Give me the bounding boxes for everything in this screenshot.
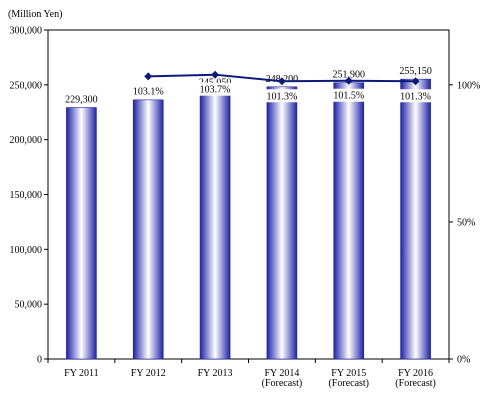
x-tick-label: FY 2011 — [64, 368, 99, 379]
ratio-value-label: 101.3% — [266, 91, 297, 102]
y-tick-label: 300,000 — [10, 26, 43, 37]
ratio-value-label: 103.1% — [133, 86, 164, 97]
bar — [333, 82, 365, 360]
y-tick-label: 50,000 — [15, 300, 43, 311]
y-tick-label: 200,000 — [10, 135, 43, 146]
ratio-marker — [277, 77, 286, 86]
ratio-value-label: 101.5% — [333, 91, 364, 102]
x-tick-label: FY 2013 — [198, 368, 233, 379]
ratio-label-bg — [260, 89, 303, 103]
y-axis-title: (Million Yen) — [8, 9, 62, 20]
ratio-marker — [411, 77, 420, 86]
ratio-label-bg — [327, 88, 370, 102]
ratio-label-bg — [194, 82, 237, 96]
bar-value-label: 229,300 — [65, 95, 98, 106]
x-tick-label: FY 2014 — [264, 368, 299, 379]
x-tick-label: (Forecast) — [395, 378, 436, 389]
x-tick-label: (Forecast) — [328, 378, 369, 389]
ratio-marker — [211, 70, 220, 79]
y-tick-label: 250,000 — [10, 80, 43, 91]
x-tick-label: (Forecast) — [262, 378, 303, 389]
y-tick-label: 150,000 — [10, 190, 43, 201]
bar — [400, 78, 431, 360]
ratio-label-bg — [127, 84, 170, 98]
y2-tick-label: 100% — [457, 80, 480, 91]
ratio-label-bg — [394, 89, 437, 103]
bar — [66, 107, 97, 360]
bar — [199, 89, 231, 360]
ratio-marker — [344, 76, 353, 85]
y2-tick-label: 50% — [457, 217, 475, 228]
x-tick-label: FY 2016 — [398, 368, 433, 379]
bar-value-label: 255,150 — [399, 66, 432, 77]
x-tick-label: FY 2012 — [131, 368, 166, 379]
ratio-value-label: 103.7% — [200, 85, 231, 96]
y-tick-label: 0 — [37, 355, 42, 366]
bar-value-label: 251,900 — [333, 70, 366, 81]
ratio-marker — [144, 72, 153, 81]
y-tick-label: 100,000 — [10, 245, 43, 256]
y2-tick-label: 0% — [457, 355, 470, 366]
x-tick-label: FY 2015 — [331, 368, 366, 379]
bar — [132, 99, 164, 360]
plot-area: 0 50,000 100,000 150,000 200,000 250,000 300,0… — [10, 26, 481, 390]
bar — [266, 86, 298, 360]
ratio-value-label: 101.3% — [400, 91, 431, 102]
plot-frame — [47, 29, 450, 360]
